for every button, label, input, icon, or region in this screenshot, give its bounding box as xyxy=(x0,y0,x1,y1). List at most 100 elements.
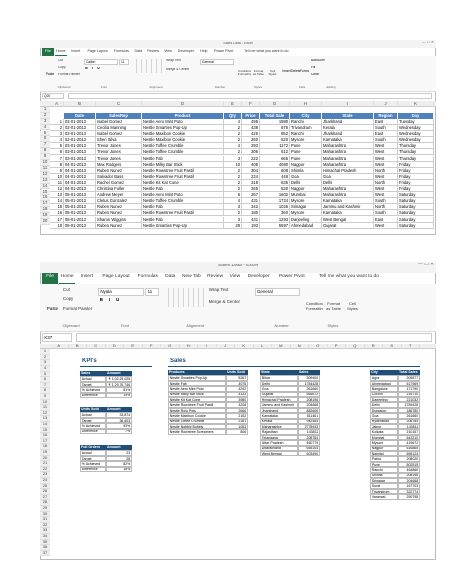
ribbon-tab[interactable]: Help xyxy=(200,49,208,53)
editing-button[interactable]: Fill xyxy=(311,66,316,69)
ribbon-tab[interactable]: Review xyxy=(207,274,224,280)
font-style-button[interactable]: B xyxy=(85,67,88,70)
ribbon-tab[interactable]: Formulas xyxy=(137,274,158,280)
font-style-button[interactable]: I xyxy=(92,67,93,70)
ribbon-tab[interactable]: View xyxy=(164,49,172,53)
styles-button[interactable]: Format as Table xyxy=(252,69,264,76)
product-table-cell: 2161 xyxy=(226,418,248,424)
clipboard-button[interactable]: Copy xyxy=(58,66,66,69)
styles-button[interactable]: Cell Styles xyxy=(347,301,358,311)
paste-button[interactable]: Paste xyxy=(45,72,55,76)
table-cell: Thursday xyxy=(398,155,434,162)
ribbon-tab[interactable]: Power Pivot xyxy=(214,49,234,53)
table-cell: 14 xyxy=(50,198,64,205)
name-box[interactable]: Q20 xyxy=(42,93,64,99)
clipboard-button[interactable]: Cut xyxy=(58,59,64,62)
ribbon-tab[interactable]: Home xyxy=(54,48,67,56)
ribbon-tab[interactable]: Insert xyxy=(71,49,81,53)
city-table-cell: Durgapur xyxy=(370,407,398,414)
table-cell: Saturday xyxy=(398,216,434,223)
table-cell: 4 xyxy=(224,198,242,205)
kpi-table-cell: 23 xyxy=(106,450,132,456)
ribbon-tab[interactable]: Data xyxy=(134,49,143,53)
alignment-button[interactable]: Merge & Center xyxy=(166,68,190,71)
number-format-box[interactable]: General xyxy=(254,287,301,296)
ribbon-tab[interactable]: Review xyxy=(147,49,160,53)
table-cell: 11 xyxy=(50,179,64,186)
font-style-button[interactable]: U xyxy=(97,67,100,70)
number-format-box[interactable]: General xyxy=(200,59,234,65)
table-cell: 448 xyxy=(260,173,290,180)
city-table-cell: Varanasi xyxy=(370,494,398,500)
formula-bar[interactable] xyxy=(76,333,432,342)
font-size-box[interactable]: 11 xyxy=(119,59,129,65)
font-name-box[interactable]: Nyala xyxy=(98,287,144,296)
column-header: A xyxy=(50,343,69,350)
column-header: D xyxy=(142,101,224,107)
row-number: 31 xyxy=(40,517,50,523)
ribbon-tab[interactable]: New Tab xyxy=(181,274,201,280)
kpi-table-cell: 33,874 xyxy=(106,412,132,418)
state-table-cell: Uttarakhand xyxy=(260,445,298,451)
table-cell: 1602 xyxy=(260,192,290,199)
cells-button[interactable]: Format xyxy=(300,69,309,73)
ribbon-tab[interactable]: Insert xyxy=(80,274,93,280)
styles-button[interactable]: Format as Table xyxy=(326,301,341,311)
city-table-cell: 617969 xyxy=(398,380,420,387)
clipboard-button[interactable]: Copy xyxy=(62,297,74,302)
product-table-cell: Nestle Maxibon Cookie xyxy=(168,413,226,419)
ribbon-tab[interactable]: Developer xyxy=(247,274,270,280)
ribbon-tab[interactable]: Formulas xyxy=(113,49,129,53)
font-name-box[interactable]: Calibri xyxy=(84,59,118,65)
clipboard-button[interactable]: Format Painter xyxy=(62,306,93,311)
ribbon-tab[interactable]: Power Pivot xyxy=(278,274,305,280)
clipboard-button[interactable]: Cut xyxy=(62,287,70,292)
table-cell: Nestle Fab xyxy=(142,186,224,193)
alignment-button[interactable]: Wrap Text xyxy=(208,287,229,292)
clipboard-button[interactable]: Format Painter xyxy=(58,73,80,76)
editing-button[interactable]: Clear xyxy=(311,73,319,76)
ribbon-tab[interactable]: File xyxy=(42,48,54,56)
ribbon-tab[interactable]: Developer xyxy=(177,49,195,53)
formula-bar[interactable] xyxy=(68,93,432,99)
font-style-button[interactable]: I xyxy=(108,298,111,303)
row-number: 8 xyxy=(40,148,50,155)
styles-button[interactable]: Conditional Formatting xyxy=(238,69,251,76)
alignment-button[interactable]: Merge & Center xyxy=(208,299,241,304)
table-cell: 10 xyxy=(50,173,64,180)
editing-button[interactable]: AutoSum xyxy=(311,59,325,62)
table-cell: Wednesday xyxy=(398,131,434,138)
ribbon-tab[interactable]: Home xyxy=(59,273,76,284)
table-cell: 318 xyxy=(242,179,260,186)
column-header: P xyxy=(328,343,346,350)
font-style-button[interactable]: U xyxy=(115,298,120,303)
ribbon-tab[interactable]: Page Layout xyxy=(87,49,108,53)
city-table-cell: 221032 xyxy=(398,397,420,403)
styles-button[interactable]: Conditional Formatting xyxy=(305,301,324,311)
city-table-cell: 261660 xyxy=(398,413,420,419)
ribbon-tab[interactable]: View xyxy=(229,274,241,280)
state-table-cell: 143811 xyxy=(298,429,320,435)
table-cell: 530 xyxy=(260,186,290,193)
alignment-button[interactable]: Wrap Text xyxy=(166,59,181,62)
cells-button[interactable]: Delete xyxy=(291,69,300,73)
ribbon-tab[interactable]: Tell me what you want to do xyxy=(318,274,379,280)
ribbon-tab[interactable]: Data xyxy=(165,274,176,280)
paste-button[interactable]: Paste xyxy=(46,305,59,311)
font-size-box[interactable]: 11 xyxy=(145,287,159,296)
font-style-button[interactable]: B xyxy=(99,298,103,303)
state-table-cell: Jharkhand xyxy=(260,407,298,414)
styles-button[interactable]: Cell Styles xyxy=(268,69,277,76)
ribbon-tab[interactable]: Tell me what you want to do xyxy=(244,49,289,53)
kpi-table-header: Sales xyxy=(80,371,106,377)
row-number: 27 xyxy=(40,494,50,501)
row-number: 6 xyxy=(40,377,50,383)
name-box[interactable]: K37 xyxy=(42,333,72,342)
cells-button[interactable]: Insert xyxy=(282,69,291,73)
table-cell: Karnataka xyxy=(322,137,374,144)
table-cell: 05-01-2013 xyxy=(64,216,96,223)
ribbon-tab[interactable]: Page Layout xyxy=(102,274,130,280)
ribbon-group-label: Font xyxy=(101,86,107,89)
ribbon-tab[interactable]: File xyxy=(42,272,59,284)
column-header: J xyxy=(374,101,398,107)
